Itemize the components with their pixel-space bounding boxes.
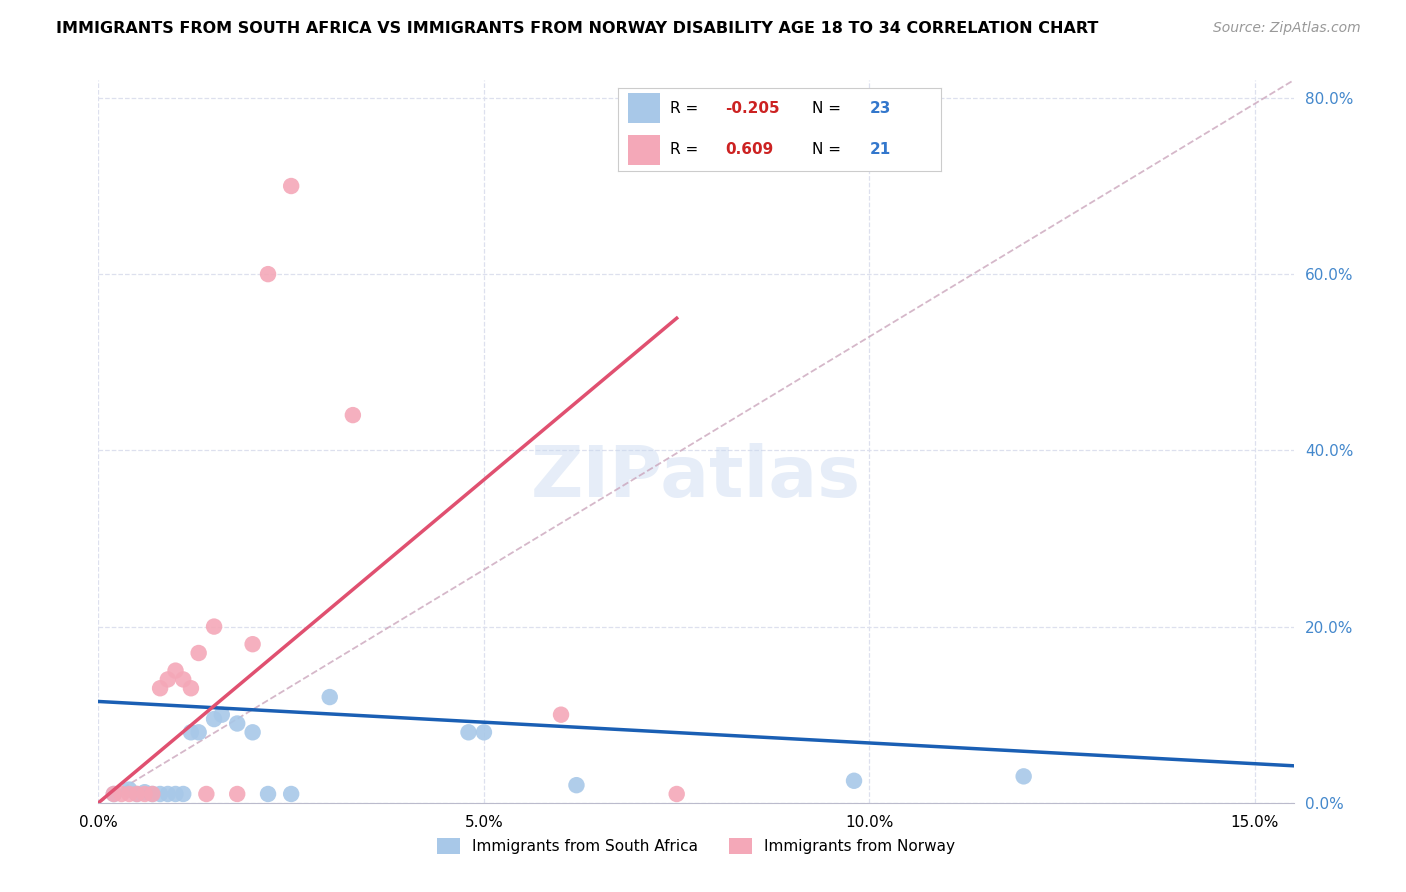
- Point: [180, 681, 202, 696]
- Point: [242, 725, 264, 739]
- Point: [280, 179, 302, 194]
- Point: [165, 787, 187, 801]
- Point: [1012, 769, 1035, 783]
- Text: IMMIGRANTS FROM SOUTH AFRICA VS IMMIGRANTS FROM NORWAY DISABILITY AGE 18 TO 34 C: IMMIGRANTS FROM SOUTH AFRICA VS IMMIGRAN…: [56, 21, 1098, 36]
- Point: [134, 787, 156, 801]
- Point: [118, 782, 141, 797]
- Point: [195, 787, 218, 801]
- Point: [457, 725, 479, 739]
- Point: [342, 408, 364, 422]
- Point: [103, 787, 125, 801]
- Text: Source: ZipAtlas.com: Source: ZipAtlas.com: [1213, 21, 1361, 35]
- Text: ZIPatlas: ZIPatlas: [531, 443, 860, 512]
- Point: [665, 787, 688, 801]
- Point: [187, 725, 209, 739]
- Point: [125, 787, 148, 801]
- Point: [202, 712, 225, 726]
- Point: [565, 778, 588, 792]
- Point: [226, 787, 249, 801]
- Point: [172, 787, 194, 801]
- Point: [242, 637, 264, 651]
- Point: [141, 787, 163, 801]
- Point: [165, 664, 187, 678]
- Point: [156, 787, 179, 801]
- Point: [118, 787, 141, 801]
- Point: [156, 673, 179, 687]
- Point: [202, 619, 225, 633]
- Point: [280, 787, 302, 801]
- Point: [319, 690, 342, 704]
- Point: [103, 787, 125, 801]
- Point: [842, 773, 865, 788]
- Legend: Immigrants from South Africa, Immigrants from Norway: Immigrants from South Africa, Immigrants…: [432, 832, 960, 860]
- Point: [472, 725, 495, 739]
- Point: [187, 646, 209, 660]
- Point: [141, 787, 163, 801]
- Point: [172, 673, 194, 687]
- Point: [257, 787, 280, 801]
- Point: [149, 787, 172, 801]
- Point: [211, 707, 233, 722]
- Point: [149, 681, 172, 696]
- Point: [110, 787, 132, 801]
- Point: [257, 267, 280, 281]
- Point: [226, 716, 249, 731]
- Point: [134, 785, 156, 799]
- Point: [550, 707, 572, 722]
- Point: [180, 725, 202, 739]
- Point: [125, 787, 148, 801]
